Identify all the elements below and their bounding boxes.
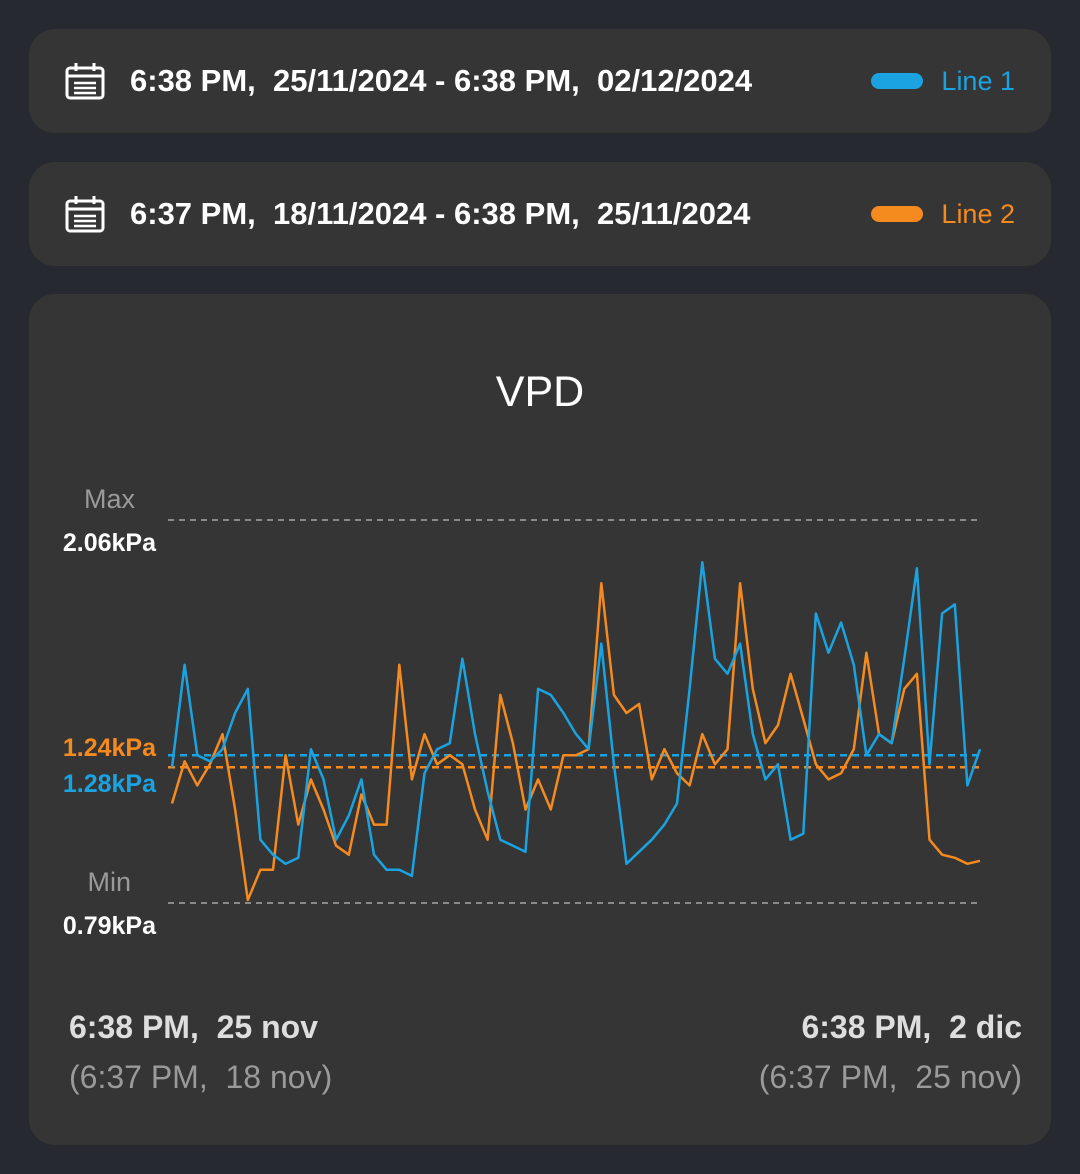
line-2-average-label: 1.24kPa <box>63 734 157 762</box>
vpd-chart-card: VPD Max 2.06kPa Min 0.79kPa 1.24kPa 1.28… <box>29 294 1051 1145</box>
date-range-selector-line-1[interactable]: 6:38 PM, 25/11/2024 - 6:38 PM, 02/12/202… <box>29 29 1051 133</box>
x-axis-start-label: 6:38 PM, 25 nov <box>69 1009 318 1045</box>
date-range-label: 6:37 PM, 18/11/2024 - 6:38 PM, 25/11/202… <box>130 196 751 231</box>
max-label: Max <box>84 484 136 514</box>
date-range-label: 6:38 PM, 25/11/2024 - 6:38 PM, 02/12/202… <box>130 63 753 98</box>
x-axis-end-label: 6:38 PM, 2 dic <box>801 1009 1022 1045</box>
legend-label: Line 1 <box>941 65 1015 96</box>
date-range-selector-line-2[interactable]: 6:37 PM, 18/11/2024 - 6:38 PM, 25/11/202… <box>29 162 1051 266</box>
min-value-label: 0.79kPa <box>63 912 157 940</box>
x-axis-start-compare-label: (6:37 PM, 18 nov) <box>69 1059 333 1095</box>
calendar-icon <box>65 63 105 100</box>
legend-swatch <box>871 206 924 222</box>
x-axis-end-compare-label: (6:37 PM, 25 nov) <box>758 1059 1022 1095</box>
calendar-icon <box>65 196 105 233</box>
series-line-2 <box>170 582 981 902</box>
legend-label: Line 2 <box>941 198 1015 229</box>
max-value-label: 2.06kPa <box>63 529 157 557</box>
min-label: Min <box>87 867 131 897</box>
vpd-chart[interactable]: Max 2.06kPa Min 0.79kPa 1.24kPa 1.28kPa <box>29 294 1051 994</box>
chart-title: VPD <box>495 368 585 416</box>
legend-line-1: Line 1 <box>871 29 1015 133</box>
legend-line-2: Line 2 <box>871 162 1015 266</box>
legend-swatch <box>871 73 924 89</box>
line-1-average-label: 1.28kPa <box>63 770 157 798</box>
series-line-1 <box>170 560 982 878</box>
